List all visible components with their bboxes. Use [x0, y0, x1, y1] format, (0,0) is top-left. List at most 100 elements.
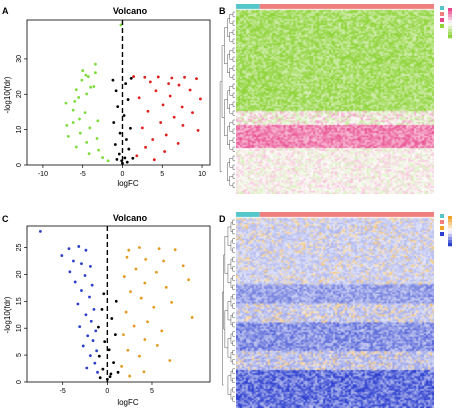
volcano-c-point-down: [80, 262, 83, 266]
volcano-c-point-ns: [100, 307, 104, 311]
heatmap-b-dendrogram-branch: [232, 20, 235, 26]
heatmap-b-legend-gradient-step: [448, 17, 452, 21]
volcano-a-plot-frame: [26, 19, 211, 166]
heatmap-d-dendrogram-branch: [227, 375, 231, 395]
volcano-a-point-up: [195, 77, 198, 81]
volcano-c-point-down: [96, 370, 99, 374]
volcano-a-point-down: [81, 69, 85, 72]
volcano-c-point-down: [90, 283, 94, 287]
volcano-a-point-ns: [112, 121, 116, 124]
heatmap-d-dendrogram-branch: [223, 254, 225, 330]
heatmap-d-dendrogram-branch: [230, 222, 233, 232]
heatmap-d-dendrogram-branch: [232, 266, 235, 272]
volcano-a-point-up: [132, 75, 136, 78]
heatmap-d-dendrogram-branch: [230, 352, 233, 363]
heatmap-d-dendrogram-branch: [232, 322, 235, 328]
volcano-a-point-down: [80, 78, 84, 82]
volcano-c-point-up: [152, 305, 156, 309]
volcano-c-point-ns: [98, 376, 102, 380]
volcano-c-ytick-label: 20: [16, 270, 23, 278]
heatmap-d-legend-gradient-step: [448, 243, 452, 247]
volcano-c-ytick-label: 10: [16, 324, 23, 332]
volcano-a-point-up: [183, 75, 186, 79]
heatmap-b-legend-gradient-step: [448, 32, 452, 36]
volcano-c-point-up: [138, 246, 141, 249]
volcano-c-point-down: [72, 259, 75, 263]
volcano-c-ytick-label: 5: [16, 353, 23, 357]
volcano-a-point-ns: [116, 105, 120, 109]
heatmap-d-legend-gradient-step: [448, 237, 452, 241]
volcano-a-xtick-label: 0: [121, 171, 125, 178]
volcano-c-point-down: [67, 247, 71, 250]
heatmap-d-legend: [440, 214, 452, 247]
volcano-c-point-down: [95, 349, 99, 353]
volcano-c-point-ns: [108, 375, 112, 379]
volcano-a-point-ns: [127, 147, 131, 151]
heatmap-d-dendrogram-branch: [230, 277, 233, 288]
heatmap-b: [216, 0, 474, 200]
volcano-c-point-down: [38, 229, 42, 233]
heatmap-d-dendrogram-branch: [232, 229, 235, 235]
volcano-a-point-ns: [121, 161, 124, 165]
volcano-c-point-up: [138, 354, 141, 358]
heatmap-d-dendrogram-branch: [224, 310, 228, 349]
volcano-a-point-down: [73, 99, 77, 103]
panel-b-label: B: [219, 6, 226, 16]
heatmap-b-dendrogram-branch: [229, 86, 233, 96]
heatmap-d-dendrogram-branch: [232, 238, 235, 244]
volcano-c-point-down: [68, 270, 72, 274]
volcano-c-point-down: [93, 361, 97, 365]
volcano-c-point-down: [88, 264, 92, 268]
volcano-a-point-down: [86, 75, 90, 78]
heatmap-b-dendrogram-branch: [227, 162, 230, 181]
volcano-a-point-up: [199, 97, 202, 101]
volcano-a-point-up: [180, 105, 184, 109]
volcano-a-point-down: [78, 117, 81, 121]
volcano-c-point-down: [92, 307, 96, 311]
heatmap-d-legend-gradient-step: [448, 216, 452, 220]
volcano-a-ytick-label: 20: [16, 90, 23, 98]
heatmap-d-dendrogram-branch: [232, 256, 235, 263]
heatmap-b-dendrogram-branch: [232, 83, 235, 89]
volcano-c-point-down: [85, 366, 89, 370]
heatmap-b-legend-swatch: [440, 18, 444, 22]
volcano-c-point-up: [122, 275, 126, 278]
heatmap-b-dendrogram-branch: [229, 32, 233, 42]
volcano-a-ytick-label: 30: [16, 55, 23, 63]
heatmap-b-legend-gradient-step: [448, 29, 452, 33]
heatmap-d-legend-gradient-step: [448, 228, 452, 232]
heatmap-d-dendrogram-branch: [232, 275, 235, 281]
heatmap-b-legend-gradient-step: [448, 14, 452, 18]
heatmap-d-dendrogram-branch: [227, 301, 231, 321]
heatmap-d-dendrogram-branch: [232, 396, 235, 402]
heatmap-b-legend-gradient-step: [448, 26, 452, 30]
heatmap-b-dendrogram-branch: [229, 122, 233, 132]
heatmap-b-dendrogram-branch: [229, 14, 233, 24]
volcano-c-point-up: [170, 300, 174, 304]
heatmap-d-dendrogram-branch: [230, 370, 233, 381]
volcano-a-point-up: [159, 121, 163, 124]
volcano-a-point-down: [85, 140, 89, 144]
volcano-c-plot-frame: [26, 225, 211, 383]
heatmap-b-dendrogram-branch: [232, 101, 235, 107]
heatmap-d-legend-swatch: [440, 220, 444, 224]
volcano-a-point-ns: [117, 152, 121, 156]
volcano-c-point-ns: [102, 292, 106, 296]
volcano-plot-a: logFC -log10(fdr) -10 -5 0 5 10 0 10 20 30: [3, 19, 211, 188]
heatmap-d-dendrogram-branch: [232, 359, 235, 365]
volcano-c-point-ns: [107, 348, 111, 352]
volcano-c-xtick-label: 5: [150, 388, 154, 395]
volcano-c-point-down: [84, 248, 88, 252]
volcano-a-point-up: [146, 109, 150, 113]
volcano-c-point-up: [139, 296, 143, 300]
heatmap-b-dendrogram-branch: [229, 176, 233, 186]
volcano-a-point-down: [65, 123, 69, 127]
heatmap-b-legend-gradient-step: [448, 20, 452, 24]
volcano-c-point-up: [162, 259, 165, 263]
heatmap-b-dendrogram-branch: [232, 29, 235, 35]
volcano-c-point-up: [173, 248, 177, 252]
volcano-c-point-up: [190, 316, 194, 319]
volcano-a-ylabel: -log10(fdr): [3, 76, 12, 113]
volcano-a-point-ns: [122, 114, 126, 117]
volcano-a-point-ns: [126, 98, 130, 101]
